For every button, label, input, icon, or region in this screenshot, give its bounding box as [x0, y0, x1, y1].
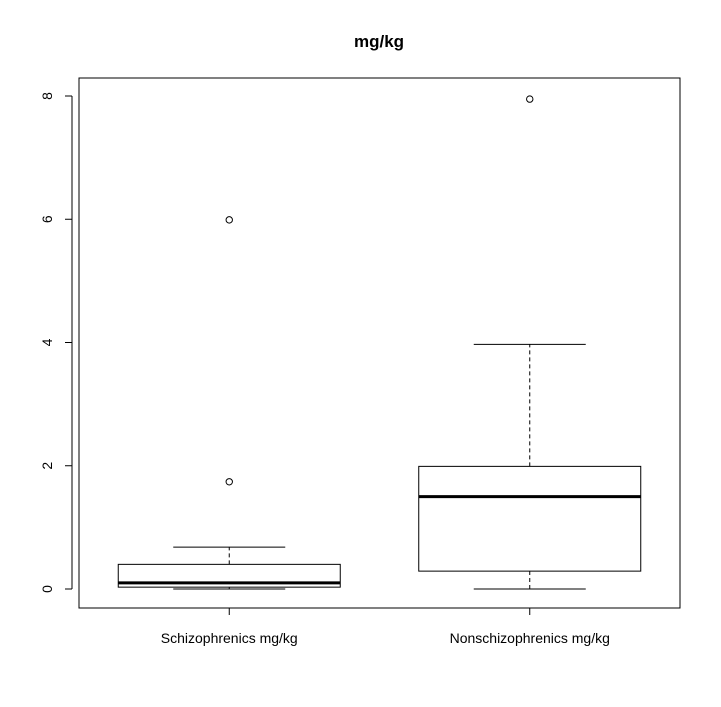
outlier-point [225, 216, 233, 224]
y-tick-label: 4 [39, 338, 55, 346]
y-tick-label: 0 [39, 585, 55, 593]
box-group [418, 95, 642, 590]
y-tick-label: 2 [39, 462, 55, 470]
outlier-point [526, 95, 534, 103]
boxes [117, 95, 642, 590]
y-tick-label: 6 [39, 215, 55, 223]
iqr-box [418, 465, 642, 572]
x-tick-label: Schizophrenics mg/kg [161, 630, 298, 646]
y-axis: 0 2 4 6 8 [39, 92, 73, 593]
x-tick-label: Nonschizophrenics mg/kg [450, 630, 610, 646]
box-group [117, 216, 341, 590]
y-tick-label: 8 [39, 92, 55, 100]
x-axis: Schizophrenics mg/kg Nonschizophrenics mg… [161, 607, 610, 646]
outlier-point [225, 478, 233, 486]
chart-title: mg/kg [354, 32, 404, 51]
